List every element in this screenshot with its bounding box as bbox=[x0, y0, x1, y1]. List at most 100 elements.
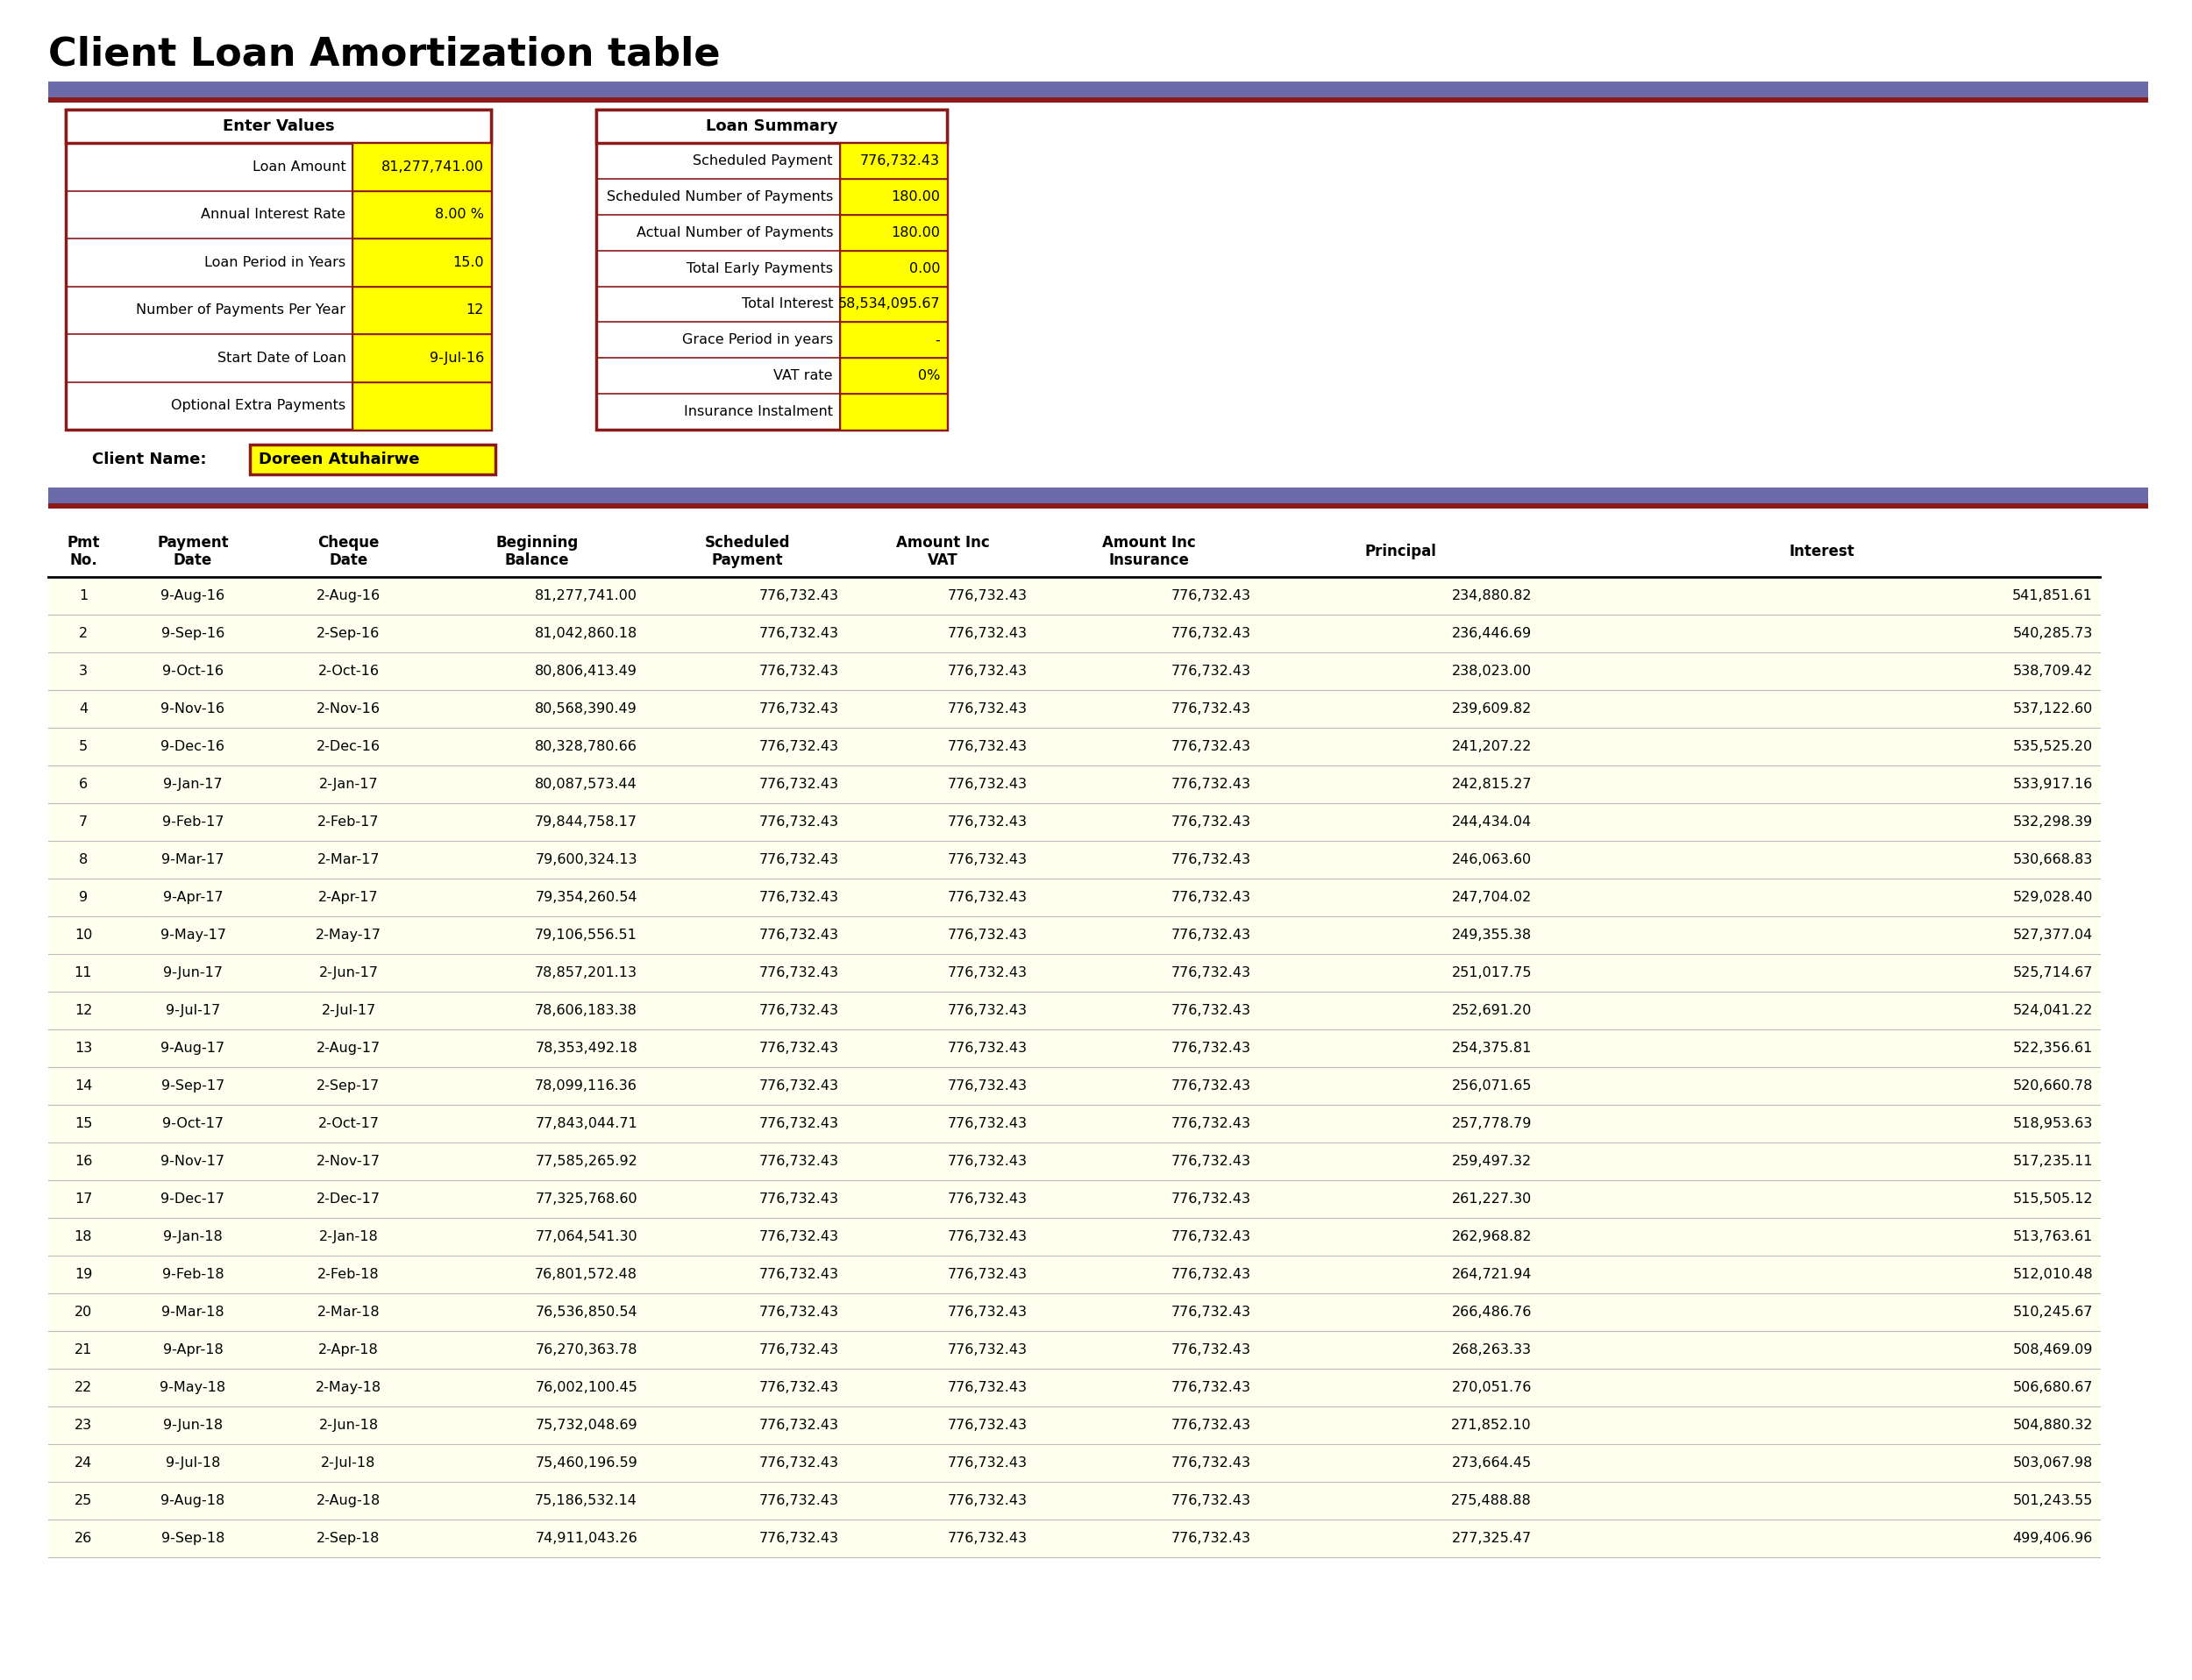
Text: 504,880.32: 504,880.32 bbox=[2012, 1418, 2093, 1431]
Text: 25: 25 bbox=[75, 1494, 92, 1507]
Bar bbox=[48, 1105, 2100, 1142]
Text: 520,660.78: 520,660.78 bbox=[2012, 1079, 2093, 1092]
Bar bbox=[840, 286, 947, 323]
Text: 776,732.43: 776,732.43 bbox=[758, 741, 840, 753]
Text: 261,227.30: 261,227.30 bbox=[1451, 1193, 1532, 1206]
Bar bbox=[48, 1142, 2100, 1181]
Text: 540,285.73: 540,285.73 bbox=[2012, 627, 2093, 640]
Text: 75,186,532.14: 75,186,532.14 bbox=[535, 1494, 638, 1507]
Text: Interest: Interest bbox=[1789, 544, 1854, 559]
Text: 2: 2 bbox=[79, 627, 88, 640]
Bar bbox=[840, 323, 947, 358]
Text: 776,732.43: 776,732.43 bbox=[859, 155, 940, 168]
Text: 2-Apr-18: 2-Apr-18 bbox=[318, 1344, 379, 1356]
Bar bbox=[48, 82, 2148, 97]
Text: 776,732.43: 776,732.43 bbox=[758, 1268, 840, 1282]
Text: 277,325.47: 277,325.47 bbox=[1451, 1532, 1532, 1546]
Text: 776,732.43: 776,732.43 bbox=[1171, 1042, 1252, 1055]
Text: 527,377.04: 527,377.04 bbox=[2012, 929, 2093, 942]
Text: 776,732.43: 776,732.43 bbox=[1171, 1117, 1252, 1131]
Bar bbox=[48, 97, 2148, 102]
Bar bbox=[48, 615, 2100, 652]
Text: 776,732.43: 776,732.43 bbox=[758, 1154, 840, 1168]
Bar bbox=[48, 803, 2100, 842]
Text: 776,732.43: 776,732.43 bbox=[758, 966, 840, 979]
Text: 79,106,556.51: 79,106,556.51 bbox=[535, 929, 638, 942]
Text: 180.00: 180.00 bbox=[890, 190, 940, 203]
Text: 2-Jan-17: 2-Jan-17 bbox=[318, 778, 379, 791]
Text: 537,122.60: 537,122.60 bbox=[2012, 702, 2093, 716]
Text: 2-Nov-17: 2-Nov-17 bbox=[316, 1154, 381, 1168]
Text: 9-Feb-18: 9-Feb-18 bbox=[162, 1268, 224, 1282]
Text: Total Interest: Total Interest bbox=[741, 297, 833, 311]
Text: 776,732.43: 776,732.43 bbox=[1171, 1457, 1252, 1470]
Text: 9-Aug-16: 9-Aug-16 bbox=[160, 590, 226, 603]
Text: Client Loan Amortization table: Client Loan Amortization table bbox=[48, 35, 721, 74]
Bar bbox=[48, 652, 2100, 690]
Text: 58,534,095.67: 58,534,095.67 bbox=[837, 297, 940, 311]
Bar bbox=[48, 1255, 2100, 1294]
Text: Scheduled Number of Payments: Scheduled Number of Payments bbox=[607, 190, 833, 203]
Bar bbox=[840, 393, 947, 430]
Text: Scheduled Payment: Scheduled Payment bbox=[693, 155, 833, 168]
Text: 776,732.43: 776,732.43 bbox=[947, 590, 1028, 603]
Text: 776,732.43: 776,732.43 bbox=[758, 1193, 840, 1206]
Text: Amount Inc: Amount Inc bbox=[897, 534, 989, 551]
Bar bbox=[48, 1482, 2100, 1519]
Text: 776,732.43: 776,732.43 bbox=[758, 853, 840, 867]
Text: 2-Feb-17: 2-Feb-17 bbox=[318, 815, 379, 828]
Text: 776,732.43: 776,732.43 bbox=[947, 1457, 1028, 1470]
Text: 776,732.43: 776,732.43 bbox=[1171, 1344, 1252, 1356]
Text: 776,732.43: 776,732.43 bbox=[758, 1005, 840, 1016]
Bar bbox=[353, 334, 491, 381]
Text: 776,732.43: 776,732.43 bbox=[1171, 1381, 1252, 1394]
Text: 776,732.43: 776,732.43 bbox=[947, 1079, 1028, 1092]
Text: 9-May-18: 9-May-18 bbox=[160, 1381, 226, 1394]
Bar bbox=[66, 109, 491, 430]
Text: 2-Jun-17: 2-Jun-17 bbox=[318, 966, 379, 979]
Text: 238,023.00: 238,023.00 bbox=[1451, 665, 1532, 677]
Text: 776,732.43: 776,732.43 bbox=[1171, 590, 1252, 603]
Text: 273,664.45: 273,664.45 bbox=[1451, 1457, 1532, 1470]
Text: 2-Oct-16: 2-Oct-16 bbox=[318, 665, 379, 677]
Text: 234,880.82: 234,880.82 bbox=[1451, 590, 1532, 603]
Text: 1: 1 bbox=[79, 590, 88, 603]
Text: 2-Jul-18: 2-Jul-18 bbox=[322, 1457, 375, 1470]
Text: 776,732.43: 776,732.43 bbox=[947, 1193, 1028, 1206]
Text: 776,732.43: 776,732.43 bbox=[758, 1457, 840, 1470]
Text: 2-Sep-18: 2-Sep-18 bbox=[318, 1532, 379, 1546]
Bar bbox=[250, 445, 495, 474]
Text: 6: 6 bbox=[79, 778, 88, 791]
Text: 15.0: 15.0 bbox=[454, 255, 484, 269]
Text: 242,815.27: 242,815.27 bbox=[1451, 778, 1532, 791]
Text: 12: 12 bbox=[467, 304, 484, 318]
Bar bbox=[596, 109, 947, 143]
Text: 9-Jan-18: 9-Jan-18 bbox=[162, 1230, 224, 1243]
Text: 275,488.88: 275,488.88 bbox=[1451, 1494, 1532, 1507]
Bar bbox=[48, 1406, 2100, 1445]
Text: Start Date of Loan: Start Date of Loan bbox=[217, 351, 346, 365]
Text: 776,732.43: 776,732.43 bbox=[758, 1494, 840, 1507]
Text: 776,732.43: 776,732.43 bbox=[947, 1005, 1028, 1016]
Text: Grace Period in years: Grace Period in years bbox=[682, 333, 833, 346]
Text: 517,235.11: 517,235.11 bbox=[2012, 1154, 2093, 1168]
Text: 78,353,492.18: 78,353,492.18 bbox=[535, 1042, 638, 1055]
Text: 4: 4 bbox=[79, 702, 88, 716]
Text: Cheque: Cheque bbox=[318, 534, 379, 551]
Text: 9-Aug-18: 9-Aug-18 bbox=[160, 1494, 226, 1507]
Text: 533,917.16: 533,917.16 bbox=[2012, 778, 2093, 791]
Text: 22: 22 bbox=[75, 1381, 92, 1394]
Text: 78,606,183.38: 78,606,183.38 bbox=[535, 1005, 638, 1016]
Text: 524,041.22: 524,041.22 bbox=[2012, 1005, 2093, 1016]
Text: 9-Jan-17: 9-Jan-17 bbox=[162, 778, 224, 791]
Text: 506,680.67: 506,680.67 bbox=[2012, 1381, 2093, 1394]
Text: 251,017.75: 251,017.75 bbox=[1451, 966, 1532, 979]
Text: 2-Nov-16: 2-Nov-16 bbox=[316, 702, 381, 716]
Text: 241,207.22: 241,207.22 bbox=[1451, 741, 1532, 753]
Text: 776,732.43: 776,732.43 bbox=[758, 1532, 840, 1546]
Text: 776,732.43: 776,732.43 bbox=[758, 627, 840, 640]
Text: 262,968.82: 262,968.82 bbox=[1451, 1230, 1532, 1243]
Text: 776,732.43: 776,732.43 bbox=[947, 1344, 1028, 1356]
Bar bbox=[353, 239, 491, 286]
Text: 776,732.43: 776,732.43 bbox=[1171, 1005, 1252, 1016]
